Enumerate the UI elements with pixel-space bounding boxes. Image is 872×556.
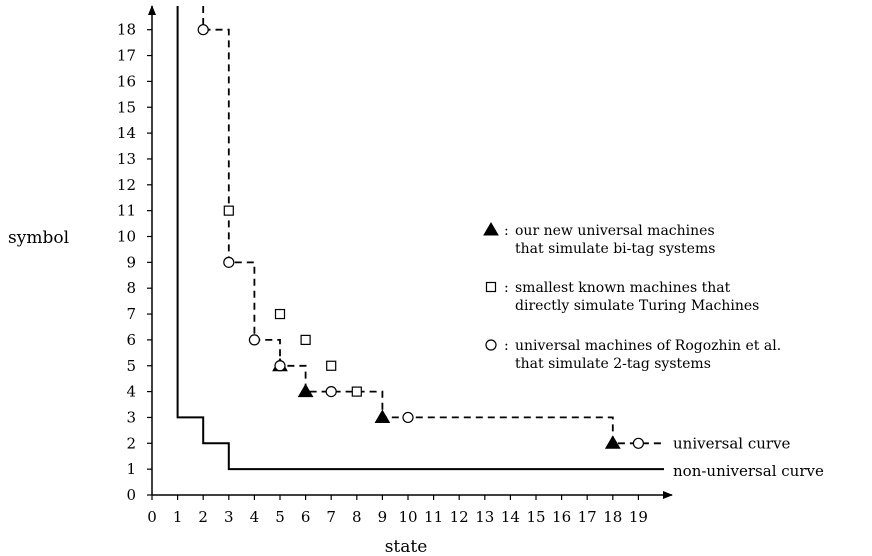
x-tick-label: 16	[552, 508, 571, 526]
square-point	[351, 386, 362, 397]
y-tick-label: 15	[117, 98, 136, 116]
y-tick-label: 16	[117, 72, 136, 90]
y-tick-label: 9	[126, 253, 136, 271]
y-tick-label: 17	[117, 47, 136, 65]
x-tick-label: 7	[326, 508, 336, 526]
legend-colon: :	[504, 338, 509, 354]
curve-labels: universal curve non-universal curve	[673, 434, 824, 480]
y-axis-label: symbol	[8, 228, 69, 248]
x-tick-label: 17	[578, 508, 597, 526]
square-point	[274, 308, 286, 320]
legend-text: that simulate bi-tag systems	[515, 241, 715, 257]
circle-point	[223, 256, 235, 268]
x-axis-label: state	[385, 537, 428, 556]
x-tick-label: 1	[173, 508, 183, 526]
triangle-point	[604, 435, 621, 449]
y-tick-label: 1	[126, 460, 136, 478]
x-tick-label: 19	[629, 508, 648, 526]
legend-text: that simulate 2-tag systems	[515, 356, 711, 372]
circle-point	[274, 360, 286, 372]
circle-point	[248, 334, 260, 346]
universal-curve-label: universal curve	[673, 434, 791, 452]
square-point	[223, 205, 234, 216]
square-point	[326, 360, 337, 371]
x-tick-label: 15	[526, 508, 545, 526]
x-tick-label: 3	[224, 508, 234, 526]
y-tick-label: 11	[117, 202, 136, 220]
triangle-point	[374, 409, 391, 423]
non-universal-curve	[176, 6, 664, 471]
x-tick-labels: 0 1 2 3 4 5 6 7 8 9 10 11 12 13 14 15 16 17 18 19	[147, 508, 648, 526]
y-tick-label: 14	[117, 124, 136, 142]
y-tick-label: 0	[126, 486, 136, 504]
x-tick-label: 6	[301, 508, 311, 526]
circle-point	[402, 411, 414, 424]
x-tick-label: 0	[147, 508, 157, 526]
x-tick-label: 18	[603, 508, 622, 526]
y-tick-label: 3	[126, 408, 136, 426]
x-tick-label: 4	[250, 508, 260, 526]
legend: : our new universal machines that simulate…	[483, 222, 781, 372]
legend-colon: :	[504, 223, 509, 239]
legend-marker	[483, 222, 499, 236]
x-tick-label: 14	[501, 508, 520, 526]
x-tick-label: 8	[352, 508, 362, 526]
legend-text: directly simulate Turing Machines	[515, 298, 759, 314]
y-tick-label: 18	[117, 21, 136, 39]
legend-text: our new universal machines	[515, 223, 715, 239]
x-tick-label: 9	[378, 508, 388, 526]
legend-marker	[485, 281, 497, 293]
circle-point	[325, 386, 337, 398]
y-tick-label: 12	[117, 176, 136, 194]
y-tick-label: 13	[117, 150, 136, 168]
non-universal-curve-label: non-universal curve	[673, 462, 824, 480]
circle-point	[632, 437, 645, 449]
points-layer	[197, 24, 645, 449]
legend-text: universal machines of Rogozhin et al.	[515, 338, 781, 354]
y-tick-label: 2	[126, 434, 136, 452]
y-tick-label: 5	[126, 357, 136, 375]
axes-layer	[147, 5, 673, 500]
legend-marker	[485, 339, 497, 351]
y-tick-label: 4	[126, 383, 136, 401]
circle-point	[197, 24, 209, 36]
x-tick-label: 11	[424, 508, 443, 526]
x-tick-label: 12	[450, 508, 469, 526]
y-tick-label: 8	[126, 279, 136, 297]
x-tick-label: 5	[275, 508, 285, 526]
legend-text: smallest known machines that	[515, 280, 731, 296]
x-tick-label: 10	[398, 508, 417, 526]
y-tick-label: 6	[126, 331, 136, 349]
x-tick-label: 2	[198, 508, 208, 526]
y-tick-label: 10	[117, 228, 136, 246]
square-point	[300, 334, 311, 345]
legend-colon: :	[504, 280, 509, 296]
triangle-point	[297, 383, 314, 398]
y-tick-label: 7	[126, 305, 136, 323]
x-tick-label: 13	[475, 508, 494, 526]
